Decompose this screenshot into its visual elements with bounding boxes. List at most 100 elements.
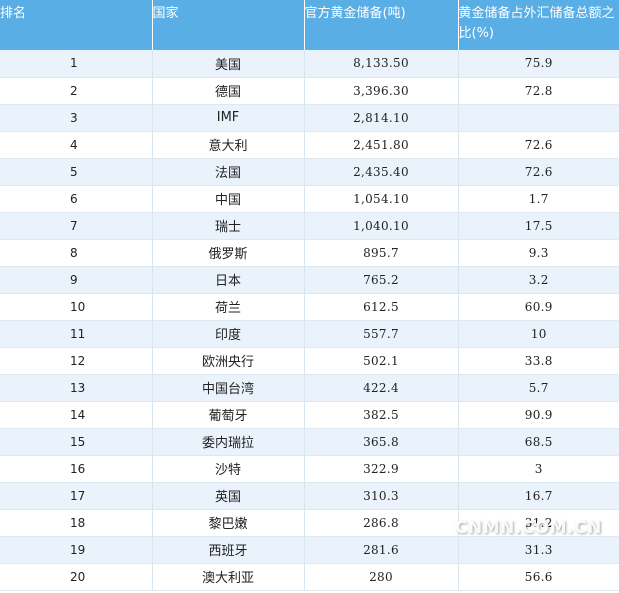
cell-reserve: 280: [304, 563, 459, 591]
cell-ratio: 3.2: [458, 266, 619, 294]
cell-rank: 11: [0, 320, 153, 348]
cell-country: 委内瑞拉: [152, 428, 305, 456]
table-row: 13 中国台湾 422.4 5.7: [0, 374, 619, 402]
table-row: 14 葡萄牙 382.5 90.9: [0, 401, 619, 429]
cell-country: 荷兰: [152, 293, 305, 321]
cell-reserve: 1,040.10: [304, 212, 459, 240]
cell-reserve: 322.9: [304, 455, 459, 483]
cell-rank: 9: [0, 266, 153, 294]
cell-ratio: 9.3: [458, 239, 619, 267]
header-country: 国家: [152, 0, 305, 50]
cell-ratio: 56.6: [458, 563, 619, 591]
cell-reserve: 3,396.30: [304, 77, 459, 105]
table-row: 12 欧洲央行 502.1 33.8: [0, 347, 619, 375]
table-header: 排名 国家 官方黄金储备(吨) 黄金储备占外汇储备总额之比(%): [0, 0, 619, 50]
cell-rank: 13: [0, 374, 153, 402]
cell-country: 俄罗斯: [152, 239, 305, 267]
cell-ratio: 68.5: [458, 428, 619, 456]
cell-country: 英国: [152, 482, 305, 510]
table-row: 8 俄罗斯 895.7 9.3: [0, 239, 619, 267]
table-row: 1 美国 8,133.50 75.9: [0, 50, 619, 78]
table-row: 9 日本 765.2 3.2: [0, 266, 619, 294]
cell-ratio: 5.7: [458, 374, 619, 402]
cell-rank: 6: [0, 185, 153, 213]
table-row: 16 沙特 322.9 3: [0, 455, 619, 483]
cell-rank: 4: [0, 131, 153, 159]
table-row: 3 IMF 2,814.10: [0, 104, 619, 132]
cell-country: 法国: [152, 158, 305, 186]
header-reserve: 官方黄金储备(吨): [304, 0, 459, 50]
cell-reserve: 765.2: [304, 266, 459, 294]
cell-country: IMF: [152, 104, 305, 132]
cell-reserve: 895.7: [304, 239, 459, 267]
cell-ratio: 16.7: [458, 482, 619, 510]
cell-ratio: 72.6: [458, 131, 619, 159]
cell-country: 中国台湾: [152, 374, 305, 402]
cell-reserve: 365.8: [304, 428, 459, 456]
cell-rank: 3: [0, 104, 153, 132]
cell-country: 中国: [152, 185, 305, 213]
cell-country: 日本: [152, 266, 305, 294]
cell-country: 瑞士: [152, 212, 305, 240]
cell-country: 印度: [152, 320, 305, 348]
cell-reserve: 8,133.50: [304, 50, 459, 78]
cell-country: 葡萄牙: [152, 401, 305, 429]
cell-ratio: 17.5: [458, 212, 619, 240]
cell-rank: 5: [0, 158, 153, 186]
cell-ratio: 1.7: [458, 185, 619, 213]
header-rank: 排名: [0, 0, 153, 50]
cell-ratio: 90.9: [458, 401, 619, 429]
cell-reserve: 2,451.80: [304, 131, 459, 159]
cell-rank: 17: [0, 482, 153, 510]
table-row: 6 中国 1,054.10 1.7: [0, 185, 619, 213]
table-row: 15 委内瑞拉 365.8 68.5: [0, 428, 619, 456]
table-row: 10 荷兰 612.5 60.9: [0, 293, 619, 321]
cell-country: 西班牙: [152, 536, 305, 564]
cell-ratio: 60.9: [458, 293, 619, 321]
cell-country: 德国: [152, 77, 305, 105]
table-row: 2 德国 3,396.30 72.8: [0, 77, 619, 105]
cell-rank: 14: [0, 401, 153, 429]
header-ratio: 黄金储备占外汇储备总额之比(%): [458, 6, 615, 41]
table-row: 19 西班牙 281.6 31.3: [0, 536, 619, 564]
cell-rank: 15: [0, 428, 153, 456]
cell-rank: 12: [0, 347, 153, 375]
cell-reserve: 281.6: [304, 536, 459, 564]
cell-ratio: 72.8: [458, 77, 619, 105]
cell-country: 澳大利亚: [152, 563, 305, 591]
cell-reserve: 612.5: [304, 293, 459, 321]
cell-rank: 2: [0, 77, 153, 105]
table-row: 17 英国 310.3 16.7: [0, 482, 619, 510]
cell-rank: 1: [0, 50, 153, 78]
table-row: 18 黎巴嫩 286.8 31.2: [0, 509, 619, 537]
cell-rank: 18: [0, 509, 153, 537]
cell-reserve: 382.5: [304, 401, 459, 429]
cell-rank: 19: [0, 536, 153, 564]
table-row: 20 澳大利亚 280 56.6: [0, 563, 619, 591]
table-row: 5 法国 2,435.40 72.6: [0, 158, 619, 186]
cell-reserve: 557.7: [304, 320, 459, 348]
cell-ratio: 31.3: [458, 536, 619, 564]
cell-country: 黎巴嫩: [152, 509, 305, 537]
cell-rank: 8: [0, 239, 153, 267]
cell-ratio: 75.9: [458, 50, 619, 78]
cell-reserve: 2,435.40: [304, 158, 459, 186]
table-row: 4 意大利 2,451.80 72.6: [0, 131, 619, 159]
cell-country: 沙特: [152, 455, 305, 483]
cell-reserve: 502.1: [304, 347, 459, 375]
cell-rank: 10: [0, 293, 153, 321]
header-row: 排名 国家 官方黄金储备(吨) 黄金储备占外汇储备总额之比(%): [0, 0, 619, 50]
table-row: 7 瑞士 1,040.10 17.5: [0, 212, 619, 240]
cell-rank: 7: [0, 212, 153, 240]
cell-reserve: 310.3: [304, 482, 459, 510]
cell-ratio: [458, 104, 619, 132]
cell-country: 美国: [152, 50, 305, 78]
cell-ratio: 33.8: [458, 347, 619, 375]
cell-ratio: 3: [458, 455, 619, 483]
cell-ratio: 31.2: [458, 509, 619, 537]
cell-ratio: 10: [458, 320, 619, 348]
cell-rank: 16: [0, 455, 153, 483]
cell-reserve: 2,814.10: [304, 104, 459, 132]
watermark: CNMN.COM.CN: [455, 518, 602, 538]
